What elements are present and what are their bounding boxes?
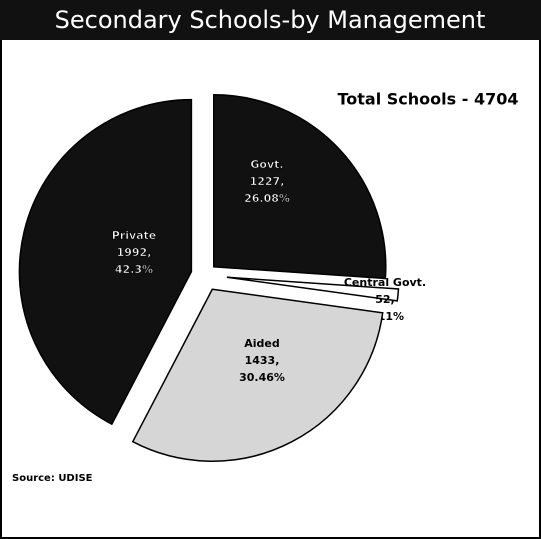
pie-slice bbox=[213, 94, 387, 280]
slice-label: Aided bbox=[244, 337, 280, 350]
chart-title: Secondary Schools-by Management bbox=[55, 6, 486, 34]
slice-label: Govt. bbox=[250, 158, 283, 171]
slice-label: Private bbox=[112, 229, 157, 242]
slice-value: 1227, bbox=[250, 175, 285, 188]
source: Source: UDISE bbox=[12, 473, 93, 484]
title-bar bbox=[0, 0, 541, 40]
slice-label: Central Govt. bbox=[344, 276, 426, 289]
slice-value: 1992, bbox=[117, 246, 152, 259]
pie-slice bbox=[18, 98, 193, 426]
pie-slice bbox=[226, 276, 400, 302]
slice-value: 1433, bbox=[245, 354, 280, 367]
slice-percent: 26.08% bbox=[244, 192, 290, 205]
slice-value: 52, bbox=[375, 293, 395, 306]
slice-percent: 42.3% bbox=[115, 263, 153, 276]
pie-slice bbox=[131, 288, 384, 462]
total-annotation: Total Schools - 4704 bbox=[338, 90, 519, 109]
slice-percent: 30.46% bbox=[239, 371, 285, 384]
